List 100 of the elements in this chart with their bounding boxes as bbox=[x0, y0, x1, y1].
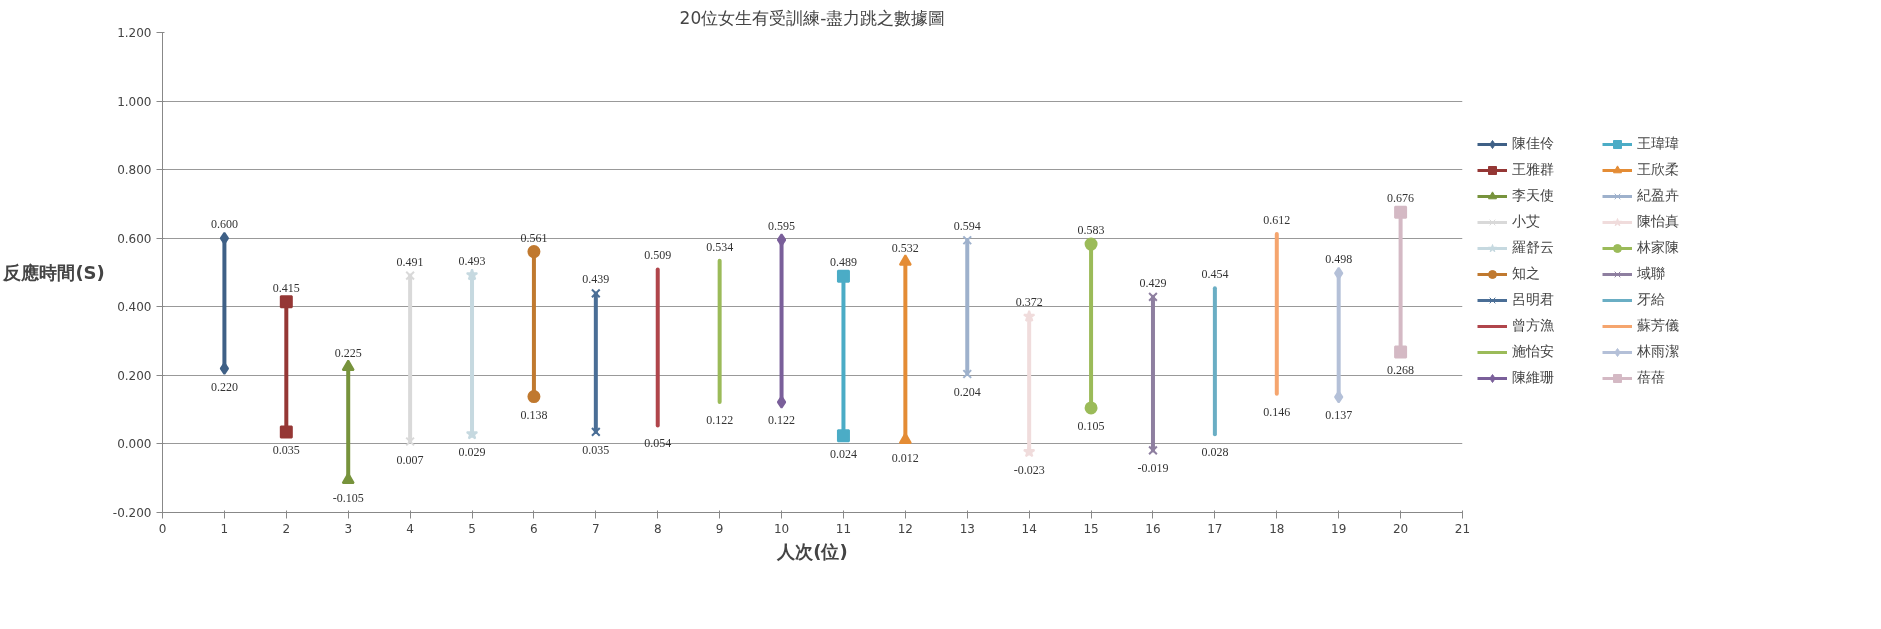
x-tick-label: 16 bbox=[1145, 521, 1161, 536]
point bbox=[1334, 266, 1344, 280]
data-label: 0.595 bbox=[768, 218, 796, 233]
x-tick-label: 15 bbox=[1083, 521, 1099, 536]
legend-label: 域聯 bbox=[1637, 265, 1665, 283]
data-label: 0.372 bbox=[1015, 295, 1043, 310]
point bbox=[836, 269, 850, 283]
data-label: 0.489 bbox=[829, 255, 857, 270]
data-label: 0.676 bbox=[1387, 191, 1415, 206]
point bbox=[1084, 237, 1098, 251]
point bbox=[527, 245, 541, 259]
x-tick-label: 12 bbox=[897, 521, 913, 536]
data-label: -0.019 bbox=[1137, 461, 1169, 476]
data-label: 0.122 bbox=[768, 413, 796, 428]
x-tick-label: 3 bbox=[344, 521, 353, 536]
legend-label: 王瑋瑋 bbox=[1637, 135, 1679, 153]
data-label: 0.454 bbox=[1201, 267, 1229, 282]
data-label: 0.600 bbox=[210, 217, 238, 232]
data-label: 0.532 bbox=[891, 240, 919, 255]
x-tick-label: 13 bbox=[959, 521, 975, 536]
x-tick-label: 7 bbox=[592, 521, 600, 536]
point bbox=[836, 429, 850, 443]
legend-label: 李天使 bbox=[1512, 187, 1554, 205]
data-label: 0.035 bbox=[582, 442, 610, 457]
y-tick-label: 1.000 bbox=[117, 94, 152, 109]
chart-title: 20位女生有受訓練-盡力跳之數據圖 bbox=[679, 7, 946, 28]
legend-label: 陳維珊 bbox=[1512, 369, 1554, 387]
point bbox=[590, 288, 601, 299]
data-label: 0.105 bbox=[1077, 418, 1105, 433]
data-label: 0.594 bbox=[953, 219, 981, 234]
legend-label: 施怡安 bbox=[1512, 343, 1554, 361]
x-tick-label: 9 bbox=[715, 521, 724, 536]
legend-label: 王欣柔 bbox=[1637, 161, 1679, 179]
point bbox=[1022, 309, 1036, 322]
data-label: 0.561 bbox=[520, 230, 548, 245]
data-label: 0.035 bbox=[272, 442, 300, 457]
y-tick-label: 0.600 bbox=[117, 231, 152, 246]
data-label: 0.122 bbox=[706, 413, 734, 428]
legend-label: 林雨潔 bbox=[1637, 343, 1679, 361]
point bbox=[279, 295, 293, 309]
point bbox=[1394, 205, 1408, 219]
data-label: 0.429 bbox=[1139, 275, 1167, 290]
data-label: 0.138 bbox=[520, 407, 548, 422]
legend-label: 陳怡真 bbox=[1637, 213, 1679, 231]
legend-label: 蓓蓓 bbox=[1637, 369, 1665, 387]
x-tick-label: 8 bbox=[653, 521, 662, 536]
x-tick-label: 1 bbox=[220, 521, 229, 536]
data-label: 0.509 bbox=[644, 248, 672, 263]
x-tick-label: 4 bbox=[406, 521, 414, 536]
point bbox=[527, 390, 541, 404]
legend-label: 牙給 bbox=[1637, 291, 1665, 309]
point bbox=[776, 233, 787, 247]
data-label: -0.105 bbox=[332, 490, 364, 505]
point bbox=[279, 425, 293, 439]
x-tick-label: 0 bbox=[158, 521, 167, 536]
data-label: 0.493 bbox=[458, 253, 486, 268]
y-tick-label: 0.200 bbox=[117, 368, 152, 383]
data-label: 0.415 bbox=[272, 280, 300, 295]
data-label: 0.268 bbox=[1387, 363, 1415, 378]
x-tick-label: 2 bbox=[282, 521, 291, 536]
point bbox=[219, 362, 230, 375]
data-label: 0.491 bbox=[396, 254, 424, 269]
data-label: 0.498 bbox=[1325, 252, 1353, 267]
x-tick-label: 21 bbox=[1454, 521, 1471, 536]
legend-label: 林家陳 bbox=[1637, 239, 1679, 257]
data-label: 0.029 bbox=[458, 444, 486, 459]
x-tick-label: 14 bbox=[1021, 521, 1037, 536]
point bbox=[962, 235, 973, 246]
y-tick-label: 0.000 bbox=[117, 437, 152, 452]
legend-label: 知之 bbox=[1512, 265, 1540, 283]
y-axis-title: 反應時間(S) bbox=[2, 262, 105, 283]
point bbox=[1148, 291, 1158, 302]
data-label: 0.146 bbox=[1263, 404, 1291, 419]
data-label: 0.220 bbox=[210, 379, 238, 394]
point bbox=[776, 395, 787, 409]
y-tick-label: 0.800 bbox=[117, 163, 152, 178]
x-tick-label: 5 bbox=[468, 521, 476, 536]
point bbox=[1084, 401, 1098, 415]
legend-label: 曾方漁 bbox=[1512, 317, 1554, 335]
legend-label: 小艾 bbox=[1512, 213, 1540, 231]
y-tick-label: -0.200 bbox=[112, 506, 152, 520]
data-label: 0.137 bbox=[1325, 407, 1353, 422]
y-tick-label: 0.400 bbox=[117, 300, 152, 315]
x-tick-label: 11 bbox=[835, 521, 852, 536]
legend-label: 蘇芳儀 bbox=[1637, 317, 1679, 335]
point bbox=[590, 427, 601, 437]
point bbox=[1148, 445, 1158, 456]
x-tick-label: 20 bbox=[1392, 521, 1409, 536]
point bbox=[219, 231, 230, 245]
legend-label: 羅舒云 bbox=[1512, 239, 1554, 257]
data-label: -0.023 bbox=[1013, 462, 1045, 477]
data-label: 0.204 bbox=[953, 384, 981, 399]
legend-label: 陳佳伶 bbox=[1512, 135, 1554, 153]
point bbox=[465, 268, 479, 281]
x-tick-label: 10 bbox=[773, 521, 790, 536]
x-tick-label: 17 bbox=[1207, 521, 1223, 536]
x-tick-label: 18 bbox=[1269, 521, 1285, 536]
data-label: 0.439 bbox=[582, 272, 610, 287]
data-label: 0.054 bbox=[644, 436, 672, 451]
data-label: 0.024 bbox=[829, 446, 857, 461]
